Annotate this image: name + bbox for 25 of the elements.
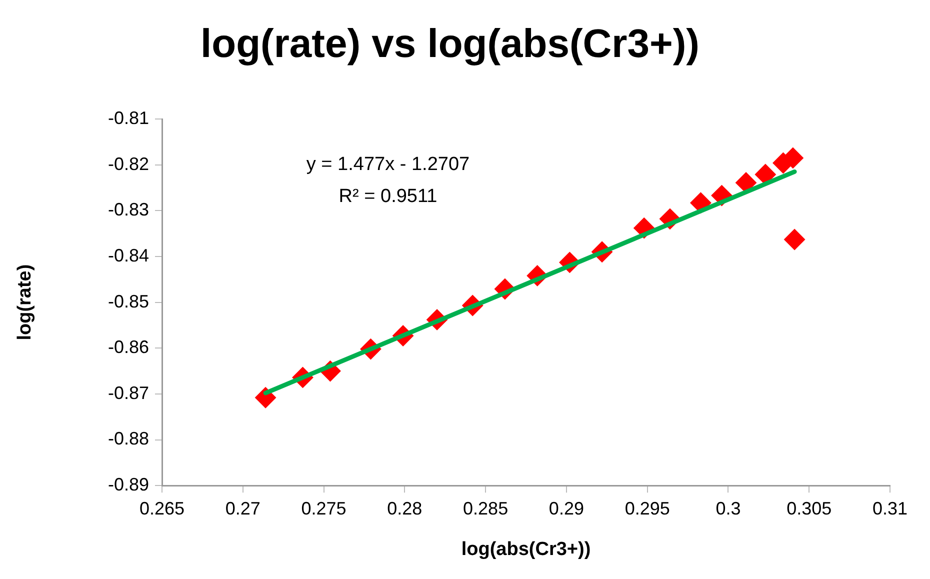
annotation: y = 1.477x - 1.2707 — [306, 154, 470, 176]
point — [784, 229, 806, 250]
y-tick-label: -0.82 — [108, 154, 149, 174]
x-tick-label: 0.275 — [301, 498, 346, 518]
y-tick-label: -0.85 — [108, 291, 149, 312]
y-tick-label: -0.87 — [108, 382, 149, 403]
x-tick-label: 0.31 — [872, 498, 908, 518]
x-tick-label: 0.265 — [139, 498, 185, 518]
y-tick-label: -0.88 — [108, 428, 149, 449]
x-tick-label: 0.3 — [716, 498, 741, 518]
chart-title: log(rate) vs log(abs(Cr3+)) — [200, 22, 700, 66]
annotation: R² = 0.9511 — [338, 186, 438, 208]
x-axis-title: log(abs(Cr3+)) — [461, 538, 591, 560]
x-tick-label: 0.27 — [225, 498, 260, 518]
y-tick-label: -0.86 — [108, 337, 149, 358]
x-tick-label: 0.305 — [786, 498, 832, 518]
x-tick-label: 0.28 — [387, 498, 422, 518]
y-tick-label: -0.81 — [108, 108, 149, 128]
y-tick-label: -0.83 — [108, 200, 149, 220]
y-tick-label: -0.89 — [108, 474, 149, 495]
x-tick-label: 0.295 — [624, 498, 670, 518]
y-tick-label: -0.84 — [108, 245, 149, 266]
x-tick-label: 0.29 — [548, 498, 584, 518]
y-axis-title: log(rate) — [14, 264, 36, 340]
x-tick-label: 0.285 — [463, 498, 508, 518]
